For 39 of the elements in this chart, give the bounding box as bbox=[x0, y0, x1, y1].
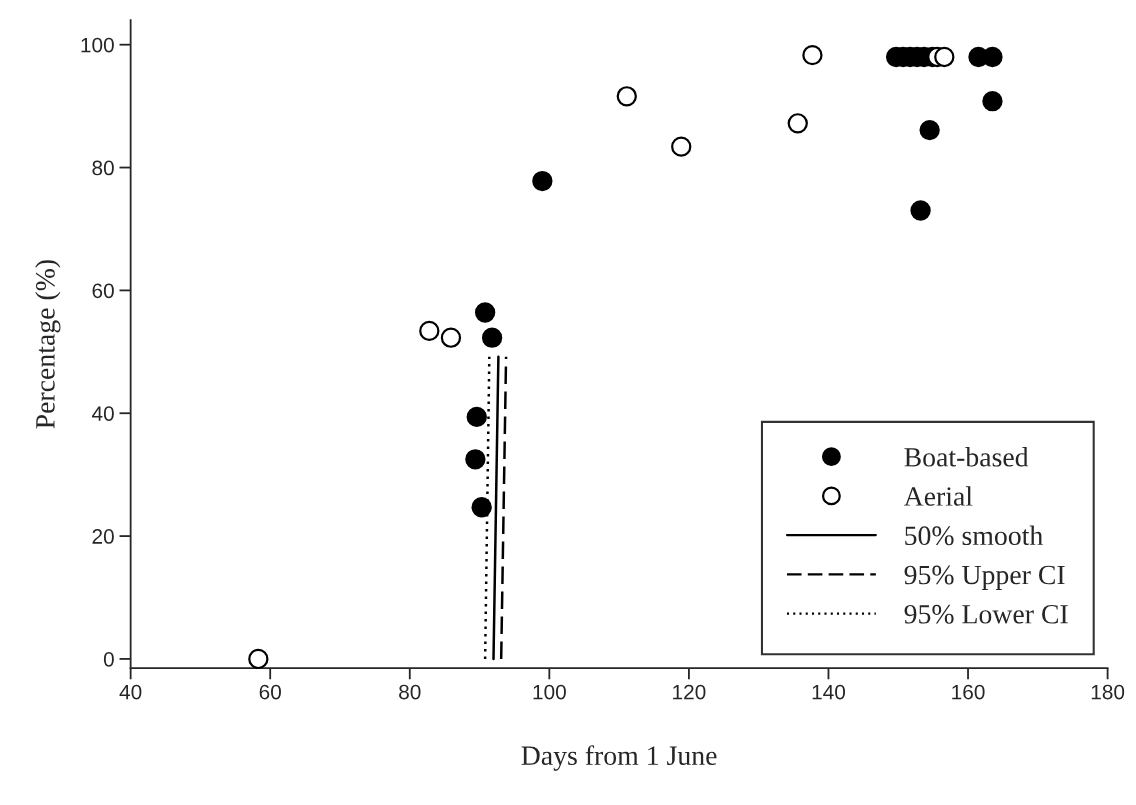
y-tick-label: 20 bbox=[92, 529, 114, 544]
point bbox=[919, 119, 940, 141]
point bbox=[471, 497, 492, 518]
point bbox=[248, 648, 269, 670]
point bbox=[934, 46, 955, 68]
y-tick-label: 40 bbox=[91, 406, 114, 421]
point bbox=[440, 327, 462, 348]
point bbox=[474, 302, 496, 323]
point bbox=[532, 170, 553, 192]
legend-label: Aerial bbox=[903, 486, 973, 506]
x-tick-label: 40 bbox=[119, 684, 142, 700]
point bbox=[671, 136, 692, 157]
point bbox=[910, 200, 931, 221]
point bbox=[481, 327, 503, 348]
point bbox=[466, 406, 487, 428]
x-tick-label: 160 bbox=[952, 684, 985, 700]
x-tick-label: 60 bbox=[259, 684, 281, 700]
y-tick-label: 100 bbox=[81, 37, 114, 53]
point bbox=[616, 86, 637, 107]
point bbox=[419, 320, 440, 342]
y-tick-label: 0 bbox=[103, 651, 114, 667]
legend-label: 95% Lower CI bbox=[904, 604, 1068, 624]
legend-label: 50% smooth bbox=[905, 525, 1043, 546]
x-tick-label: 120 bbox=[673, 684, 706, 700]
x-tick-label: 140 bbox=[812, 684, 846, 700]
x-tick-label: 180 bbox=[1091, 684, 1125, 700]
x-tick-label: 100 bbox=[533, 684, 566, 700]
legend-label: Boat-based bbox=[904, 447, 1029, 467]
y-axis-title: Percentage (%) bbox=[35, 260, 61, 429]
point bbox=[982, 46, 1003, 68]
x-axis-title: Days from 1 June bbox=[521, 745, 717, 771]
point bbox=[802, 44, 823, 66]
y-tick-label: 80 bbox=[92, 160, 114, 176]
x-tick-label: 80 bbox=[399, 684, 421, 700]
y-tick-label: 60 bbox=[92, 283, 114, 299]
point bbox=[982, 91, 1003, 112]
point bbox=[465, 449, 486, 470]
legend-label: 95% Upper CI bbox=[904, 565, 1065, 591]
point bbox=[787, 113, 808, 134]
